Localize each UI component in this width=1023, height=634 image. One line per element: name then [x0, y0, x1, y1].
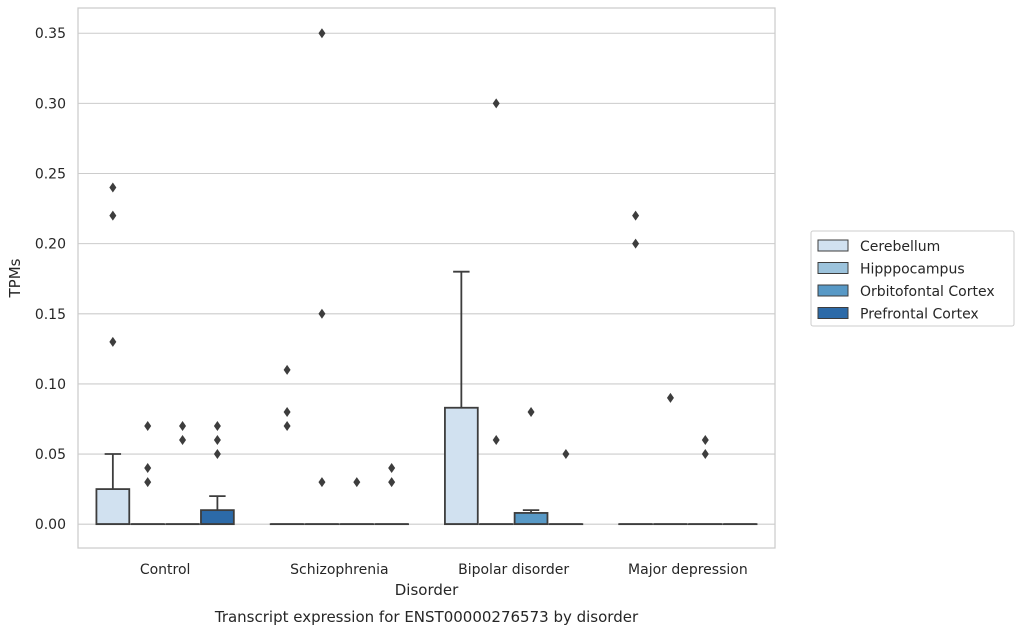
legend-swatch	[817, 284, 849, 297]
legend-swatch	[817, 307, 849, 319]
outlier-point	[179, 435, 187, 445]
outlier-point	[283, 406, 291, 417]
y-tick-label: 0.10	[35, 377, 66, 393]
outlier-point	[144, 420, 152, 431]
legend-swatch	[817, 262, 849, 274]
outlier-point	[109, 210, 117, 221]
legend: Cerebellum Hipppocampus Orbitofontal Corte…	[810, 230, 1015, 327]
outlier-point	[144, 477, 152, 488]
outlier-point	[701, 435, 709, 445]
box-prefrontal-cortex	[200, 495, 235, 526]
y-tick-label: 0.25	[35, 167, 66, 183]
outlier-point	[492, 98, 500, 109]
legend-label: Prefrontal Cortex	[860, 307, 979, 323]
y-tick-label: 0.15	[35, 307, 66, 323]
y-tick-labels: 0.00 0.05 0.10 0.15 0.20 0.25 0.30 0.35	[35, 26, 66, 533]
y-tick-label: 0.05	[35, 447, 66, 463]
outlier-point	[562, 449, 570, 460]
boxes	[95, 270, 758, 526]
x-tick-label: Control	[140, 562, 191, 578]
x-axis-label: Disorder	[395, 581, 459, 599]
outlier-point	[144, 463, 152, 474]
legend-swatch	[817, 239, 849, 252]
chart-caption: Transcript expression for ENST0000027657…	[214, 608, 639, 626]
outlier-point	[388, 463, 396, 474]
outlier-point	[666, 392, 674, 403]
outliers	[109, 28, 709, 488]
x-tick-label: Bipolar disorder	[458, 562, 569, 578]
x-tick-label: Schizophrenia	[290, 562, 388, 578]
plot-frame	[77, 7, 776, 549]
x-tick-label: Major depression	[628, 562, 748, 578]
outlier-point	[353, 477, 361, 488]
box-cerebellum	[444, 270, 479, 526]
outlier-point	[213, 420, 221, 431]
outlier-point	[388, 477, 396, 488]
outlier-point	[109, 182, 117, 193]
outlier-point	[213, 435, 221, 445]
outlier-point	[527, 406, 535, 417]
legend-label: Cerebellum	[860, 239, 940, 255]
legend-label: Orbitofontal Cortex	[860, 284, 995, 300]
box-rect	[95, 488, 131, 526]
outlier-point	[283, 364, 291, 375]
y-tick-label: 0.20	[35, 237, 66, 253]
outlier-point	[179, 420, 187, 431]
outlier-point	[318, 308, 326, 319]
legend-frame	[810, 230, 1015, 327]
y-tick-label: 0.30	[35, 96, 66, 112]
outlier-point	[632, 210, 640, 221]
y-tick-label: 0.00	[35, 517, 66, 533]
outlier-point	[283, 420, 291, 431]
outlier-point	[318, 477, 326, 488]
outlier-point	[318, 28, 326, 39]
y-tick-label: 0.35	[35, 26, 66, 42]
box-orbitofontal-cortex	[513, 509, 549, 526]
legend-label: Hipppocampus	[860, 262, 965, 278]
box-rect	[513, 512, 549, 526]
outlier-point	[632, 238, 640, 249]
y-axis-label: TPMs	[6, 258, 24, 298]
x-tick-labels: Control Schizophrenia Bipolar disorder Majo…	[140, 562, 748, 578]
outlier-point	[109, 336, 117, 347]
plot-area	[78, 8, 775, 548]
outlier-point	[701, 449, 709, 460]
box-cerebellum	[95, 453, 131, 526]
outlier-point	[492, 435, 500, 445]
box-rect	[200, 509, 235, 526]
box-rect	[444, 406, 479, 526]
outlier-point	[213, 449, 221, 460]
